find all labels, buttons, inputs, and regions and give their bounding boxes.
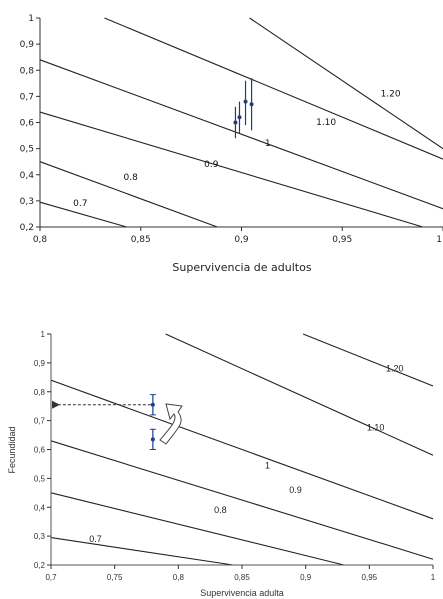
contour-label: 0.9 (204, 160, 219, 170)
contour-label: 0.9 (289, 485, 302, 495)
x-tick-label: 0,75 (107, 573, 123, 582)
contour-line-0 (50, 537, 234, 566)
x-tick-label: 0,85 (131, 235, 151, 245)
chart-top-points (233, 78, 254, 139)
chart-top-x-ticks: 0,8 0,85 0,9 0,95 1 (33, 227, 443, 245)
y-tick-label: 0,4 (34, 503, 46, 512)
y-tick-label: 0,8 (34, 388, 46, 397)
chart-bottom-x-ticks: 0,7 0,75 0,8 0,85 0,9 0,95 1 (45, 565, 436, 582)
contour-label: 1 (265, 460, 270, 470)
contour-line-1 (39, 161, 218, 228)
contour-line-4 (104, 17, 443, 160)
chart-bottom: 0,2 0,3 0,4 0,5 0,6 0,7 0,8 0,9 1 0,7 0,75 0,8 0,85… (7, 330, 436, 598)
x-tick-label: 0,95 (332, 235, 352, 245)
chart-bottom-lines (50, 333, 434, 566)
y-tick-label: 0,3 (20, 197, 34, 207)
contour-line-5 (302, 333, 434, 387)
chart-bottom-y-ticks: 0,2 0,3 0,4 0,5 0,6 0,7 0,8 0,9 1 (34, 330, 51, 570)
chart-bottom-contour-labels: 0.7 0.8 0.9 1 1.10 1.20 (89, 364, 403, 544)
y-tick-label: 0,7 (20, 92, 34, 102)
y-tick-label: 0,6 (34, 446, 46, 455)
data-point (233, 120, 238, 125)
data-point (150, 437, 155, 442)
chart-top-y-ticks: 0,2 0,3 0,4 0,5 0,6 0,7 0,8 0,9 1 (20, 14, 40, 233)
chart-top-x-axis-label: Supervivencia de adultos (172, 261, 311, 274)
y-tick-label: 0,9 (20, 40, 35, 50)
contour-label: 1.10 (316, 118, 336, 128)
chart-top-axes (39, 18, 443, 228)
data-point (243, 99, 248, 104)
y-tick-label: 0,4 (20, 171, 35, 181)
data-point (237, 115, 242, 120)
chart-bottom-y-axis-label: Fecundidad (7, 426, 17, 473)
contour-line-4 (165, 333, 434, 456)
x-tick-label: 0,8 (173, 573, 185, 582)
x-tick-label: 1 (431, 573, 436, 582)
y-tick-label: 0,9 (34, 359, 46, 368)
contour-line-2 (39, 111, 424, 228)
y-tick-label: 0,3 (34, 532, 46, 541)
contour-label: 0.7 (89, 534, 102, 544)
y-tick-label: 0,2 (20, 223, 34, 233)
contour-line-5 (249, 17, 443, 150)
data-point (249, 102, 254, 107)
y-tick-label: 0,7 (34, 417, 46, 426)
x-tick-label: 1 (436, 235, 442, 245)
contour-line-0 (39, 201, 127, 228)
curved-arrow-icon (159, 403, 183, 445)
y-tick-label: 1 (28, 14, 34, 24)
chart-top: 0,2 0,3 0,4 0,5 0,6 0,7 0,8 0,9 1 0,8 0,85 0,9 0,95… (20, 14, 443, 274)
x-tick-label: 0,7 (45, 573, 57, 582)
x-tick-label: 0,95 (362, 573, 378, 582)
y-tick-label: 1 (41, 330, 46, 339)
chart-top-contour-labels: 0.7 0.8 0.9 1 1.10 1.20 (73, 89, 401, 209)
contour-label: 1 (265, 139, 271, 149)
chart-bottom-x-axis-label: Supervivencia adulta (200, 588, 284, 598)
data-point (150, 402, 155, 407)
chart-top-lines (39, 17, 443, 228)
contour-label: 1.20 (386, 364, 404, 374)
contour-label: 0.8 (214, 505, 227, 515)
x-tick-label: 0,85 (234, 573, 250, 582)
contour-label: 0.8 (124, 173, 139, 183)
contour-line-1 (50, 492, 344, 566)
x-tick-label: 0,9 (300, 573, 312, 582)
y-tick-label: 0,2 (34, 561, 46, 570)
contour-line-2 (50, 440, 434, 560)
x-tick-label: 0,9 (234, 235, 249, 245)
contour-label: 1.20 (381, 89, 401, 99)
contour-line-3 (39, 59, 443, 210)
chart-bottom-points (149, 394, 156, 450)
x-tick-label: 0,8 (33, 235, 48, 245)
y-tick-label: 0,6 (20, 119, 35, 129)
y-tick-label: 0,5 (20, 145, 34, 155)
contour-label: 0.7 (73, 199, 87, 209)
contour-label: 1.10 (367, 423, 385, 433)
y-tick-label: 0,8 (20, 66, 35, 76)
contour-line-3 (50, 379, 434, 520)
y-tick-label: 0,5 (34, 474, 46, 483)
